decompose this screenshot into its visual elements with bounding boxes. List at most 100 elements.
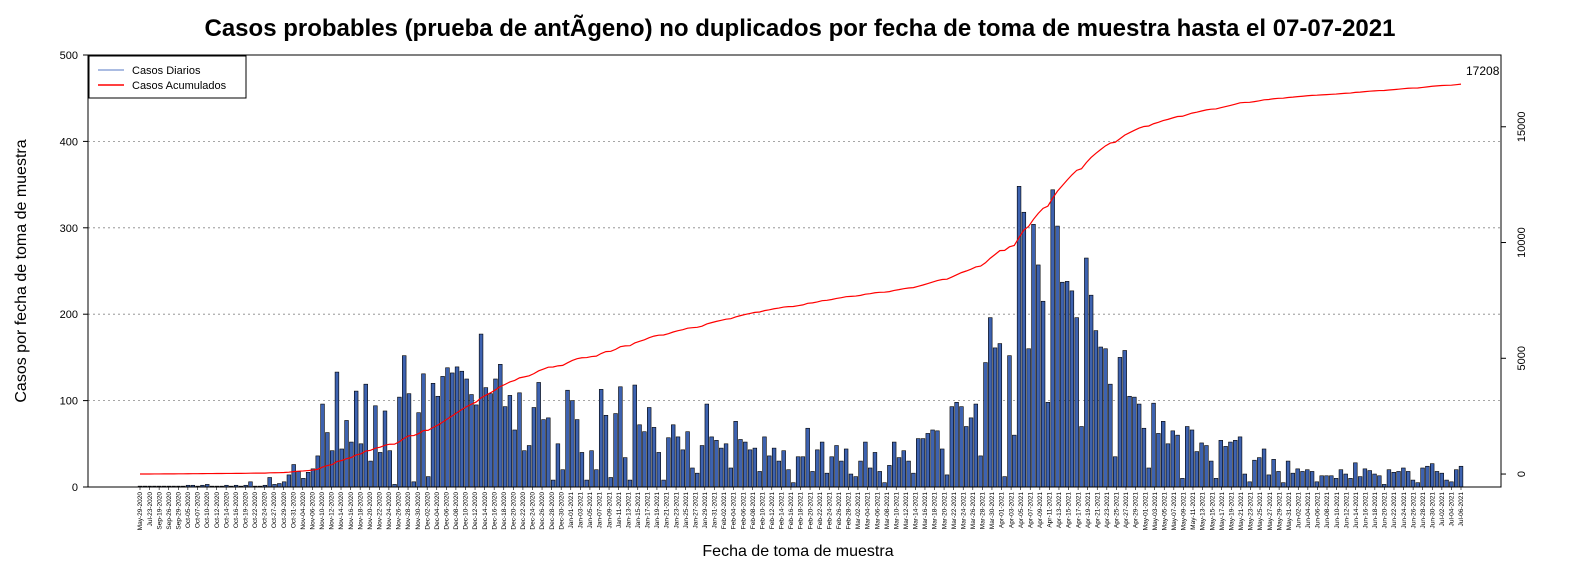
bar xyxy=(1281,483,1285,487)
bar xyxy=(1190,430,1194,487)
bar xyxy=(1450,482,1454,487)
x-tick-label: Feb-20-2021 xyxy=(807,492,814,530)
bar xyxy=(1248,482,1252,487)
x-tick-label: Apr-09-2021 xyxy=(1037,492,1044,529)
bar xyxy=(590,451,594,487)
bar xyxy=(455,367,459,487)
bar xyxy=(580,452,584,487)
bar xyxy=(1181,478,1185,487)
x-tick-label: Mar-18-2021 xyxy=(932,492,939,530)
x-tick-label: May-15-2021 xyxy=(1209,492,1216,531)
bar xyxy=(633,385,637,487)
bar xyxy=(354,391,358,487)
bar xyxy=(1036,265,1040,487)
x-tick-label: Sep-26-2020 xyxy=(166,492,173,530)
bar xyxy=(426,477,430,487)
bar xyxy=(489,394,493,487)
bar xyxy=(787,470,791,487)
bar xyxy=(340,449,344,487)
bar xyxy=(522,451,526,487)
x-tick-label: Mar-10-2021 xyxy=(893,492,900,530)
x-tick-label: Nov-04-2020 xyxy=(300,492,307,530)
bar xyxy=(960,407,964,487)
x-tick-label: Oct-07-2020 xyxy=(195,492,202,529)
bar xyxy=(662,480,666,487)
x-tick-label: Nov-10-2020 xyxy=(319,492,326,530)
bar xyxy=(1118,357,1122,487)
x-tick-label: Dec-04-2020 xyxy=(434,492,441,530)
bar xyxy=(1113,457,1117,487)
bar xyxy=(1286,461,1290,487)
x-tick-label: Apr-01-2021 xyxy=(999,492,1006,529)
bar xyxy=(743,442,747,487)
bar xyxy=(705,404,709,487)
bar xyxy=(349,442,353,487)
bar xyxy=(518,393,522,487)
x-tick-label: Apr-15-2021 xyxy=(1066,492,1073,529)
bar xyxy=(1142,428,1146,487)
bar xyxy=(599,389,603,487)
bar xyxy=(772,448,776,487)
x-tick-label: Apr-03-2021 xyxy=(1008,492,1015,529)
y2-tick-label: 0 xyxy=(1516,471,1528,477)
bar xyxy=(604,415,608,487)
bar xyxy=(623,458,627,487)
x-tick-label: Apr-05-2021 xyxy=(1018,492,1025,529)
x-tick-label: Oct-31-2020 xyxy=(290,492,297,529)
bar xyxy=(1195,452,1199,487)
bar xyxy=(585,480,589,487)
x-tick-label: May-23-2021 xyxy=(1248,492,1255,531)
gridlines xyxy=(88,141,1501,400)
x-tick-label: Mar-28-2021 xyxy=(980,492,987,530)
x-tick-label: Jan-29-2021 xyxy=(702,492,709,529)
x-tick-label: Mar-08-2021 xyxy=(884,492,891,530)
bar xyxy=(249,482,253,487)
bar xyxy=(1185,427,1189,487)
bar xyxy=(335,372,339,487)
x-tick-label: Jan-01-2021 xyxy=(568,492,575,529)
bar xyxy=(1454,470,1458,487)
bar xyxy=(345,420,349,487)
bar xyxy=(868,468,872,487)
bar xyxy=(383,411,387,487)
bar xyxy=(446,368,450,487)
bar xyxy=(681,450,685,487)
bar xyxy=(926,433,930,487)
bar xyxy=(1426,466,1430,487)
bar xyxy=(849,474,853,487)
x-tick-label: Feb-14-2021 xyxy=(779,492,786,530)
bar xyxy=(878,471,882,487)
x-tick-label: Apr-27-2021 xyxy=(1123,492,1130,529)
bar xyxy=(1416,483,1420,487)
y-axis-title: Casos por fecha de toma de muestra xyxy=(13,139,30,402)
bar xyxy=(1224,446,1228,487)
bar xyxy=(1123,350,1127,487)
x-tick-label: Nov-12-2020 xyxy=(329,492,336,530)
bar xyxy=(609,478,613,488)
x-tick-label: Apr-17-2021 xyxy=(1075,492,1082,529)
x-tick-label: Mar-02-2021 xyxy=(855,492,862,530)
bar xyxy=(1012,435,1016,487)
bar xyxy=(561,470,565,487)
bar xyxy=(945,475,949,487)
x-tick-label: May-05-2021 xyxy=(1161,492,1168,531)
bar xyxy=(614,414,618,487)
x-tick-label: Nov-22-2020 xyxy=(377,492,384,530)
bar xyxy=(407,394,411,487)
bar xyxy=(1445,480,1449,487)
bar xyxy=(1421,468,1425,487)
x-tick-label: May-25-2021 xyxy=(1257,492,1264,531)
bar xyxy=(1094,331,1098,487)
bar xyxy=(297,471,301,487)
x-tick-label: Nov-24-2020 xyxy=(386,492,393,530)
bar xyxy=(1411,480,1415,487)
bar xyxy=(1430,464,1434,487)
bar xyxy=(1108,384,1112,487)
bar xyxy=(1046,402,1050,487)
bar xyxy=(667,438,671,487)
x-tick-label: May-27-2021 xyxy=(1267,492,1274,531)
bar xyxy=(1339,470,1343,487)
bar xyxy=(988,318,992,487)
bar xyxy=(1320,476,1324,487)
